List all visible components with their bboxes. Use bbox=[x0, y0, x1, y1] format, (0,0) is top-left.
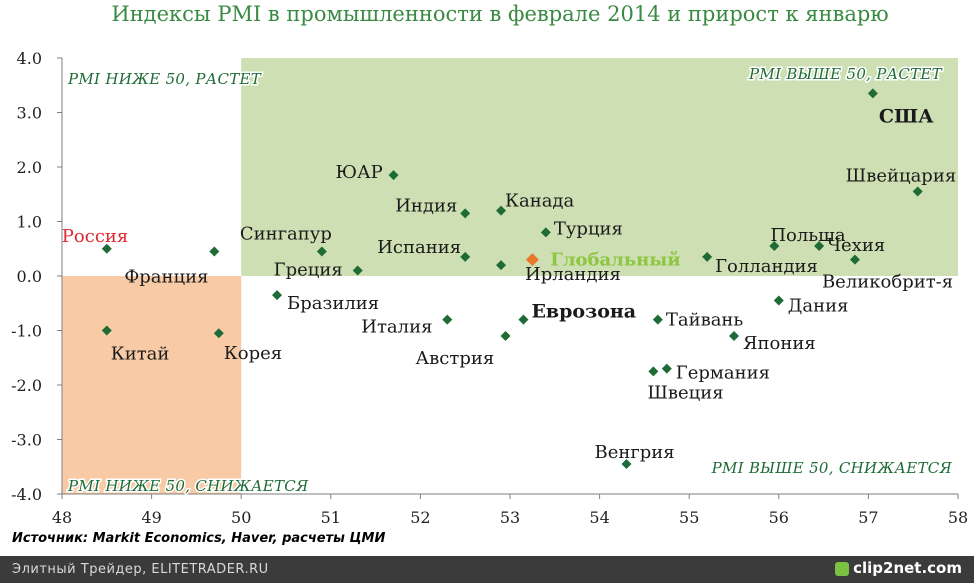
point-label: США bbox=[879, 105, 934, 127]
y-tick-label: 0.0 bbox=[17, 267, 42, 286]
point-label: Австрия bbox=[416, 348, 495, 369]
y-tick-label: 3.0 bbox=[17, 104, 42, 123]
quadrant-label: PMI НИЖЕ 50, СНИЖАЕТСЯ bbox=[67, 477, 309, 495]
point-label: ЮАР bbox=[336, 162, 383, 183]
point-label: Канада bbox=[505, 191, 574, 212]
point-marker bbox=[661, 363, 672, 374]
point-label: Польша bbox=[770, 225, 846, 246]
point-marker bbox=[460, 251, 471, 262]
point-marker bbox=[912, 186, 923, 197]
x-tick-label: 55 bbox=[679, 508, 699, 527]
point-label: Еврозона bbox=[531, 301, 636, 323]
point-label: Китай bbox=[111, 344, 170, 365]
point-marker bbox=[460, 208, 471, 219]
point-label: Япония bbox=[743, 333, 816, 354]
x-tick-label: 52 bbox=[410, 508, 430, 527]
point-marker bbox=[769, 241, 780, 252]
x-tick-label: 56 bbox=[769, 508, 789, 527]
point-label: Испания bbox=[377, 237, 461, 258]
quadrant-up-above-50 bbox=[241, 58, 958, 276]
point-label: Франция bbox=[124, 266, 208, 287]
x-tick-label: 48 bbox=[52, 508, 72, 527]
point-marker bbox=[518, 314, 529, 325]
point-marker bbox=[496, 260, 507, 271]
footer-bar: Элитный Трейдер, ELITETRADER.RU clip2net… bbox=[0, 556, 974, 583]
point-marker bbox=[525, 253, 539, 267]
point-label: Венгрия bbox=[594, 442, 674, 463]
point-marker bbox=[316, 246, 327, 257]
pmi-scatter-chart: Индексы PMI в промышленности в феврале 2… bbox=[11, 2, 968, 546]
point-marker bbox=[272, 290, 283, 301]
x-tick-label: 51 bbox=[321, 508, 341, 527]
x-tick-label: 58 bbox=[948, 508, 968, 527]
point-marker bbox=[648, 366, 659, 377]
point-label: Ирландия bbox=[525, 264, 621, 285]
point-label: Италия bbox=[361, 317, 432, 338]
footer-site-name: Элитный Трейдер, ELITETRADER.RU bbox=[12, 562, 269, 577]
point-marker bbox=[101, 243, 112, 254]
point-marker bbox=[209, 246, 220, 257]
point-marker bbox=[101, 325, 112, 336]
point-label: Сингапур bbox=[240, 223, 332, 244]
y-tick-label: -1.0 bbox=[11, 322, 42, 341]
y-tick-label: -2.0 bbox=[11, 376, 42, 395]
point-label: Чехия bbox=[827, 235, 885, 256]
point-marker bbox=[621, 459, 632, 470]
point-marker bbox=[540, 227, 551, 238]
point-label: Корея bbox=[224, 343, 282, 364]
point-label: Швеция bbox=[647, 382, 723, 403]
point-label: Греция bbox=[274, 260, 343, 281]
point-label: Дания bbox=[788, 296, 849, 317]
clip2net-logo-icon bbox=[835, 561, 850, 576]
y-tick-label: 4.0 bbox=[17, 49, 42, 68]
point-marker bbox=[814, 241, 825, 252]
y-tick-label: 2.0 bbox=[17, 158, 42, 177]
point-marker bbox=[442, 314, 453, 325]
point-marker bbox=[352, 265, 363, 276]
point-marker bbox=[496, 205, 507, 216]
point-label: Россия bbox=[62, 226, 128, 247]
point-marker bbox=[500, 330, 511, 341]
clip2net-logo-text: clip2net.com bbox=[853, 559, 962, 577]
point-marker bbox=[213, 328, 224, 339]
point-label: Тайвань bbox=[666, 310, 744, 331]
point-label: Голландия bbox=[715, 256, 818, 277]
point-label: Бразилия bbox=[287, 293, 379, 314]
x-tick-label: 49 bbox=[141, 508, 161, 527]
x-tick-label: 57 bbox=[858, 508, 878, 527]
x-tick-label: 54 bbox=[589, 508, 609, 527]
chart-title: Индексы PMI в промышленности в феврале 2… bbox=[111, 2, 888, 26]
x-tick-label: 53 bbox=[500, 508, 520, 527]
point-marker bbox=[867, 88, 878, 99]
point-label: Индия bbox=[395, 195, 457, 216]
point-label: Турция bbox=[554, 218, 623, 239]
point-marker bbox=[849, 254, 860, 265]
source-note: Источник: Markit Economics, Haver, расче… bbox=[12, 531, 385, 546]
point-marker bbox=[388, 170, 399, 181]
point-marker bbox=[729, 330, 739, 341]
quadrant-label: PMI ВЫШЕ 50, СНИЖАЕТСЯ bbox=[711, 459, 953, 477]
point-marker bbox=[702, 251, 713, 262]
point-label: Глобальный bbox=[550, 250, 680, 271]
y-tick-label: -4.0 bbox=[11, 485, 42, 504]
quadrant-label: PMI ВЫШЕ 50, РАСТЕТ bbox=[748, 65, 943, 83]
point-marker bbox=[652, 314, 663, 325]
quadrant-label: PMI НИЖЕ 50, РАСТЕТ bbox=[67, 70, 262, 88]
quadrant-down-below-50 bbox=[62, 276, 242, 494]
point-label: Швейцария bbox=[846, 166, 957, 187]
point-label: Германия bbox=[676, 363, 770, 384]
point-marker bbox=[773, 295, 784, 306]
y-tick-label: -3.0 bbox=[11, 431, 42, 450]
point-label: Великобрит-я bbox=[822, 272, 953, 293]
y-tick-label: 1.0 bbox=[17, 213, 42, 232]
x-tick-label: 50 bbox=[231, 508, 251, 527]
clip2net-logo[interactable]: clip2net.com bbox=[835, 559, 962, 577]
